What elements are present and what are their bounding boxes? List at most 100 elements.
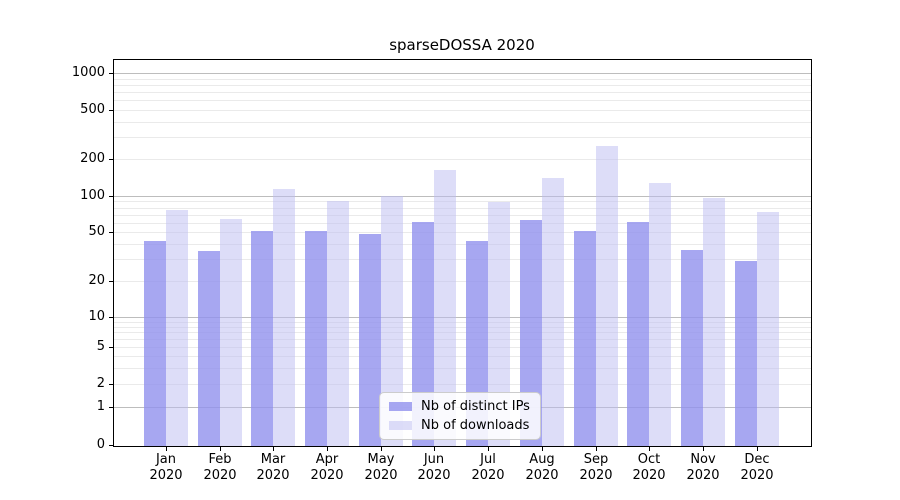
y-tick-label: 100: [80, 188, 105, 203]
y-tick-mark: [109, 73, 113, 74]
x-tick-label: Jul 2020: [458, 452, 518, 484]
gridline-minor: [113, 259, 811, 260]
gridline-minor: [113, 79, 811, 80]
x-tick-month: Sep: [583, 452, 609, 467]
gridline-minor: [113, 347, 811, 348]
bar-distinct-ips-feb: [198, 251, 220, 446]
x-tick-month: Dec: [744, 452, 770, 467]
x-tick-month: Aug: [529, 452, 555, 467]
y-tick-label: 10: [88, 309, 105, 324]
legend-item-downloads: Nb of downloads: [389, 418, 530, 433]
x-tick-label: Aug 2020: [512, 452, 572, 484]
gridline-minor: [113, 356, 811, 357]
x-tick-mark: [703, 447, 704, 451]
bar-downloads-jul: [488, 202, 510, 446]
bar-downloads-dec: [757, 212, 779, 446]
x-tick-label: Jan 2020: [136, 452, 196, 484]
x-tick-month: Jun: [423, 452, 445, 467]
bar-distinct-ips-sep: [574, 231, 596, 446]
legend: Nb of distinct IPs Nb of downloads: [379, 392, 541, 440]
gridline-major: [113, 73, 811, 74]
bar-downloads-aug: [542, 178, 564, 446]
y-tick-mark: [109, 407, 113, 408]
y-tick-label: 1000: [71, 65, 105, 80]
y-tick-mark: [109, 317, 113, 318]
y-tick-label: 500: [80, 102, 105, 117]
x-tick-year: 2020: [203, 468, 237, 483]
x-tick-label: Oct 2020: [619, 452, 679, 484]
y-tick-label: 1: [96, 399, 105, 414]
legend-label-downloads: Nb of downloads: [421, 418, 530, 433]
x-tick-year: 2020: [256, 468, 290, 483]
y-tick-mark: [109, 196, 113, 197]
y-tick-mark: [109, 347, 113, 348]
bar-distinct-ips-jan: [144, 241, 166, 446]
bar-distinct-ips-mar: [251, 231, 273, 446]
bar-downloads-may: [381, 196, 403, 446]
gridline-minor: [113, 137, 811, 138]
bar-distinct-ips-aug: [520, 220, 542, 446]
bar-distinct-ips-jun: [412, 222, 434, 446]
bar-downloads-nov: [703, 198, 725, 446]
x-tick-year: 2020: [471, 468, 505, 483]
gridline-minor: [113, 384, 811, 385]
y-tick-mark: [109, 445, 113, 446]
x-tick-month: Oct: [637, 452, 661, 467]
gridline-minor: [113, 368, 811, 369]
x-tick-mark: [542, 447, 543, 451]
gridline-minor: [113, 332, 811, 333]
x-tick-mark: [434, 447, 435, 451]
bar-downloads-mar: [273, 189, 295, 446]
x-tick-mark: [757, 447, 758, 451]
bar-distinct-ips-may: [359, 234, 381, 446]
x-tick-mark: [273, 447, 274, 451]
gridline-minor: [113, 223, 811, 224]
y-tick-label: 50: [88, 224, 105, 239]
x-tick-year: 2020: [579, 468, 613, 483]
y-tick-label: 20: [88, 273, 105, 288]
gridline-minor: [113, 208, 811, 209]
bar-downloads-sep: [596, 146, 618, 446]
x-tick-label: Apr 2020: [297, 452, 357, 484]
y-tick-label: 0: [96, 437, 105, 452]
gridline-minor: [113, 159, 811, 160]
gridline-minor: [113, 339, 811, 340]
x-tick-month: Nov: [690, 452, 716, 467]
x-tick-month: Feb: [208, 452, 232, 467]
legend-swatch-downloads: [389, 421, 412, 430]
x-tick-year: 2020: [686, 468, 720, 483]
legend-item-distinct-ips: Nb of distinct IPs: [389, 399, 530, 414]
bar-distinct-ips-nov: [681, 250, 703, 446]
y-tick-label: 200: [80, 151, 105, 166]
x-tick-year: 2020: [149, 468, 183, 483]
gridline-major: [113, 196, 811, 197]
y-tick-mark: [109, 159, 113, 160]
x-tick-year: 2020: [632, 468, 666, 483]
gridline-minor: [113, 215, 811, 216]
bar-distinct-ips-apr: [305, 231, 327, 446]
x-tick-year: 2020: [310, 468, 344, 483]
x-tick-label: Mar 2020: [243, 452, 303, 484]
y-tick-mark: [109, 281, 113, 282]
y-tick-label: 2: [96, 376, 105, 391]
x-tick-label: Dec 2020: [727, 452, 787, 484]
bar-downloads-feb: [220, 219, 242, 446]
bar-downloads-jun: [434, 170, 456, 446]
x-tick-mark: [649, 447, 650, 451]
x-tick-label: Feb 2020: [190, 452, 250, 484]
x-tick-mark: [488, 447, 489, 451]
gridline-minor: [113, 327, 811, 328]
legend-swatch-distinct-ips: [389, 402, 412, 411]
gridline-minor: [113, 232, 811, 233]
gridline-minor: [113, 201, 811, 202]
x-tick-mark: [220, 447, 221, 451]
y-tick-mark: [109, 110, 113, 111]
y-tick-label: 5: [96, 339, 105, 354]
x-tick-month: Jan: [155, 452, 177, 467]
bar-downloads-jan: [166, 210, 188, 446]
x-tick-label: Sep 2020: [566, 452, 626, 484]
x-tick-year: 2020: [417, 468, 451, 483]
x-tick-year: 2020: [364, 468, 398, 483]
x-tick-month: May: [367, 452, 395, 467]
